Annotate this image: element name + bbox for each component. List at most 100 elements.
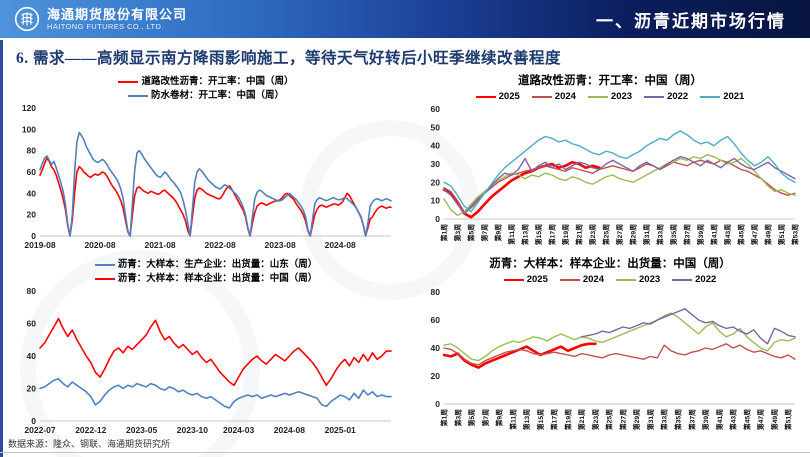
svg-text:60: 60 bbox=[27, 167, 37, 177]
legend-line-swatch bbox=[94, 263, 115, 266]
chart-plot-area: 0 20 40 60 80 2022-07 2022-12 2023-05 2023-10 202… bbox=[24, 286, 392, 435]
company-name-en: HAITONG FUTURES CO., LTD. bbox=[47, 22, 164, 31]
svg-text:第17周: 第17周 bbox=[550, 409, 559, 430]
legend-item: 2025 bbox=[475, 90, 520, 103]
svg-text:第5周: 第5周 bbox=[467, 224, 476, 242]
svg-text:第49周: 第49周 bbox=[764, 224, 773, 245]
svg-text:20: 20 bbox=[431, 177, 441, 187]
legend-label: 2023 bbox=[610, 91, 633, 102]
svg-text:第37周: 第37周 bbox=[683, 224, 692, 245]
svg-text:第21周: 第21周 bbox=[575, 224, 584, 245]
svg-text:40: 40 bbox=[431, 141, 441, 151]
svg-text:第5周: 第5周 bbox=[467, 409, 476, 427]
svg-text:第27周: 第27周 bbox=[618, 409, 627, 430]
legend-item: 2024 bbox=[531, 90, 576, 103]
svg-text:40: 40 bbox=[431, 343, 441, 353]
left-accent-bar bbox=[0, 40, 3, 457]
legend-line-swatch bbox=[644, 95, 665, 98]
legend-item: 沥青：大样本：样本企业：出货量：中国（周） bbox=[94, 272, 318, 285]
svg-text:30: 30 bbox=[431, 159, 441, 169]
svg-text:2024-08: 2024-08 bbox=[325, 240, 356, 250]
svg-text:2024-08: 2024-08 bbox=[274, 425, 305, 435]
legend-line-swatch bbox=[616, 278, 636, 281]
chart-plot-area: 0 20 40 60 80 第1周 第3周 第5周 第7周 第9周 第11周 第13周 第15周 第17周… bbox=[431, 287, 796, 430]
legend-line-swatch bbox=[700, 95, 721, 98]
legend-item: 2025 bbox=[503, 273, 548, 286]
chart-legend: 道路改性沥青：开工率：中国（周） 防水卷材：开工率：中国（周） bbox=[118, 75, 294, 102]
svg-text:第47周: 第47周 bbox=[750, 224, 759, 245]
svg-text:20: 20 bbox=[431, 371, 441, 381]
svg-text:第29周: 第29周 bbox=[632, 409, 641, 430]
svg-text:50: 50 bbox=[431, 122, 441, 132]
svg-text:0: 0 bbox=[31, 416, 36, 426]
svg-text:40: 40 bbox=[27, 351, 37, 361]
legend-item: 2021 bbox=[700, 90, 744, 103]
svg-text:10: 10 bbox=[431, 196, 441, 206]
svg-text:第53周: 第53周 bbox=[791, 224, 800, 245]
page-title: 6. 需求——高频显示南方降雨影响施工，等待天气好转后小旺季继续改善程度 bbox=[16, 50, 562, 67]
charts-grid: 道路改性沥青：开工率：中国（周） 防水卷材：开工率：中国（周） 0 20 40 60 80 1… bbox=[12, 74, 804, 437]
chart-shipments-weekly-by-year: 沥青：大样本：样本企业：出货量：中国（周） 2025 2024 2023 2022 0 20… bbox=[416, 257, 804, 437]
chart-title: 沥青：大样本：样本企业：出货量：中国（周） bbox=[489, 258, 731, 270]
legend-label: 2025 bbox=[498, 91, 520, 102]
svg-text:2022-08: 2022-08 bbox=[205, 240, 236, 250]
legend-label: 2022 bbox=[667, 91, 689, 102]
svg-text:第1周: 第1周 bbox=[440, 224, 449, 242]
legend-item: 2023 bbox=[587, 90, 633, 103]
legend-item: 2022 bbox=[644, 90, 688, 103]
svg-text:80: 80 bbox=[27, 286, 37, 296]
svg-text:100: 100 bbox=[22, 124, 36, 134]
svg-text:第1周: 第1周 bbox=[440, 409, 449, 427]
legend-line-swatch bbox=[94, 277, 115, 280]
svg-text:2022-07: 2022-07 bbox=[24, 425, 55, 435]
svg-text:2022-12: 2022-12 bbox=[75, 425, 106, 435]
svg-text:60: 60 bbox=[431, 315, 441, 325]
svg-text:2021-08: 2021-08 bbox=[144, 240, 175, 250]
legend-item: 道路改性沥青：开工率：中国（周） bbox=[118, 75, 294, 88]
haitong-logo-icon bbox=[14, 6, 40, 32]
svg-text:第33周: 第33周 bbox=[660, 409, 669, 430]
svg-text:第21周: 第21周 bbox=[577, 409, 586, 430]
data-source-note: 数据来源：隆众、钢联、海通期货研究所 bbox=[8, 439, 171, 449]
company-name: 海通期货股份有限公司 bbox=[47, 7, 188, 22]
svg-text:120: 120 bbox=[22, 103, 36, 113]
svg-text:第11周: 第11周 bbox=[507, 224, 516, 245]
legend-line-swatch bbox=[559, 278, 580, 281]
legend-label: 沥青：大样本：样本企业：出货量：中国（周） bbox=[117, 273, 318, 284]
svg-text:第33周: 第33周 bbox=[656, 224, 665, 245]
svg-text:第23周: 第23周 bbox=[591, 409, 600, 430]
svg-text:第47周: 第47周 bbox=[756, 409, 765, 430]
svg-text:60: 60 bbox=[431, 104, 441, 114]
chart-plot-area: 0 10 20 30 40 50 60 第1周 第3周 第5周 第7周 第9周 第11周 第13周 第15周… bbox=[431, 104, 800, 245]
svg-text:第43周: 第43周 bbox=[729, 409, 738, 430]
svg-text:2023-05: 2023-05 bbox=[126, 425, 157, 435]
svg-text:第39周: 第39周 bbox=[701, 409, 710, 430]
svg-text:第15周: 第15周 bbox=[536, 409, 545, 430]
chart-legend: 2025 2024 2023 2022 2021 bbox=[475, 90, 744, 103]
svg-text:第41周: 第41周 bbox=[710, 224, 719, 245]
legend-label: 2021 bbox=[723, 91, 745, 102]
svg-text:第35周: 第35周 bbox=[669, 224, 678, 245]
svg-text:2019-08: 2019-08 bbox=[24, 240, 55, 250]
svg-text:第45周: 第45周 bbox=[737, 224, 746, 245]
svg-text:第31周: 第31周 bbox=[642, 224, 651, 245]
svg-text:第51周: 第51周 bbox=[784, 409, 793, 430]
section-title: 一、沥青近期市场行情 bbox=[596, 11, 786, 31]
svg-text:第7周: 第7周 bbox=[481, 409, 490, 427]
legend-line-swatch bbox=[531, 95, 552, 98]
svg-text:第23周: 第23周 bbox=[588, 224, 597, 245]
chart-legend: 沥青：大样本：生产企业：出货量：山东（周） 沥青：大样本：样本企业：出货量：中国（… bbox=[94, 258, 318, 285]
svg-text:第27周: 第27周 bbox=[615, 224, 624, 245]
svg-text:20: 20 bbox=[27, 210, 37, 220]
svg-text:第19周: 第19周 bbox=[561, 224, 570, 245]
legend-label: 2024 bbox=[554, 91, 576, 102]
svg-text:第49周: 第49周 bbox=[770, 409, 779, 430]
legend-label: 2023 bbox=[639, 274, 661, 285]
legend-label: 沥青：大样本：生产企业：出货量：山东（周） bbox=[117, 259, 318, 270]
svg-text:第29周: 第29周 bbox=[629, 224, 638, 245]
svg-text:40: 40 bbox=[27, 188, 37, 198]
svg-text:第13周: 第13周 bbox=[521, 224, 530, 245]
svg-text:第9周: 第9周 bbox=[494, 224, 503, 242]
legend-label: 2022 bbox=[695, 274, 717, 285]
